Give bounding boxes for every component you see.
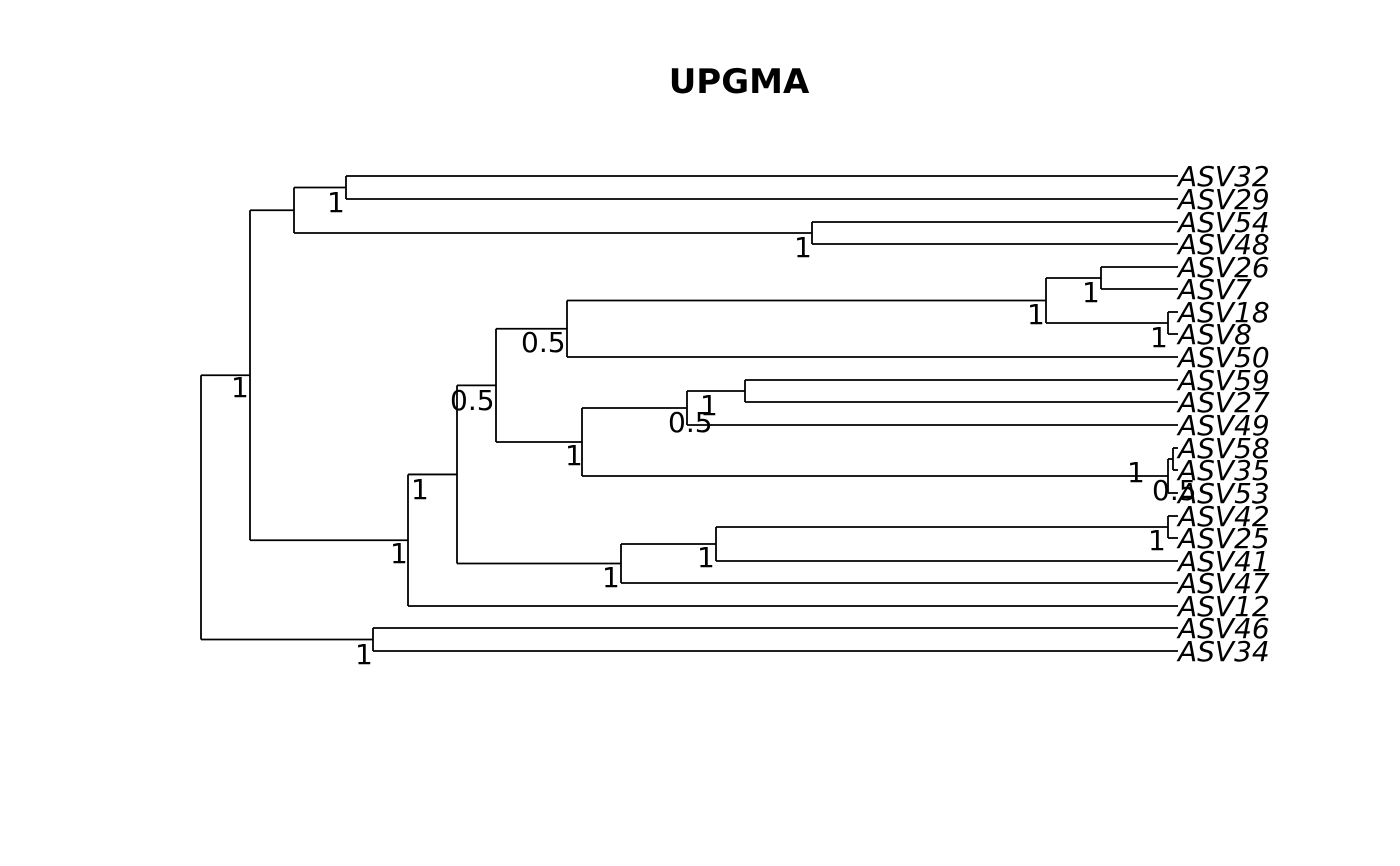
support-label: 0.5 bbox=[450, 384, 495, 417]
support-label: 1 bbox=[700, 389, 718, 422]
plot-title: UPGMA bbox=[669, 62, 810, 102]
support-label: 1 bbox=[602, 561, 620, 594]
tip-label: ASV26 bbox=[1176, 251, 1270, 284]
tip-label: ASV27 bbox=[1176, 386, 1270, 419]
tip-label: ASV49 bbox=[1176, 409, 1270, 442]
support-label: 1 bbox=[697, 541, 715, 574]
support-label: 1 bbox=[565, 439, 583, 472]
support-label: 1 bbox=[355, 638, 373, 671]
support-label: 1 bbox=[1082, 276, 1100, 309]
support-label: 1 bbox=[794, 231, 812, 264]
support-label: 1 bbox=[390, 537, 408, 570]
support-label: 1 bbox=[327, 186, 345, 219]
tree-branches bbox=[200, 175, 1178, 652]
tip-label: ASV35 bbox=[1176, 454, 1270, 487]
tip-label: ASV34 bbox=[1176, 635, 1270, 668]
tip-label: ASV48 bbox=[1176, 228, 1270, 261]
tip-label: ASV46 bbox=[1176, 612, 1270, 645]
support-label: 1 bbox=[231, 371, 249, 404]
tip-label: ASV59 bbox=[1176, 364, 1270, 397]
tip-labels: ASV32ASV29ASV54ASV48ASV26ASV7ASV18ASV8AS… bbox=[1176, 160, 1270, 668]
tip-label: ASV7 bbox=[1176, 273, 1252, 306]
support-label: 1 bbox=[1148, 524, 1166, 557]
tip-label: ASV32 bbox=[1176, 160, 1270, 193]
tip-label: ASV12 bbox=[1176, 590, 1270, 623]
support-label: 0.5 bbox=[1152, 474, 1197, 507]
support-label: 1 bbox=[411, 473, 429, 506]
tip-label: ASV29 bbox=[1176, 183, 1270, 216]
tip-label: ASV8 bbox=[1176, 318, 1252, 351]
tip-label: ASV47 bbox=[1176, 567, 1270, 600]
tip-label: ASV25 bbox=[1176, 522, 1270, 555]
tip-label: ASV50 bbox=[1176, 341, 1270, 374]
tip-label: ASV18 bbox=[1176, 296, 1270, 329]
support-label: 1 bbox=[1127, 456, 1145, 489]
tip-label: ASV41 bbox=[1176, 545, 1270, 578]
support-label: 1 bbox=[1150, 321, 1168, 354]
tip-label: ASV42 bbox=[1176, 500, 1270, 533]
support-label: 0.5 bbox=[668, 406, 713, 439]
tip-label: ASV58 bbox=[1176, 432, 1270, 465]
support-label: 0.5 bbox=[521, 326, 566, 359]
tip-label: ASV53 bbox=[1176, 477, 1270, 510]
support-label: 1 bbox=[1027, 298, 1045, 331]
tip-label: ASV54 bbox=[1176, 206, 1270, 239]
